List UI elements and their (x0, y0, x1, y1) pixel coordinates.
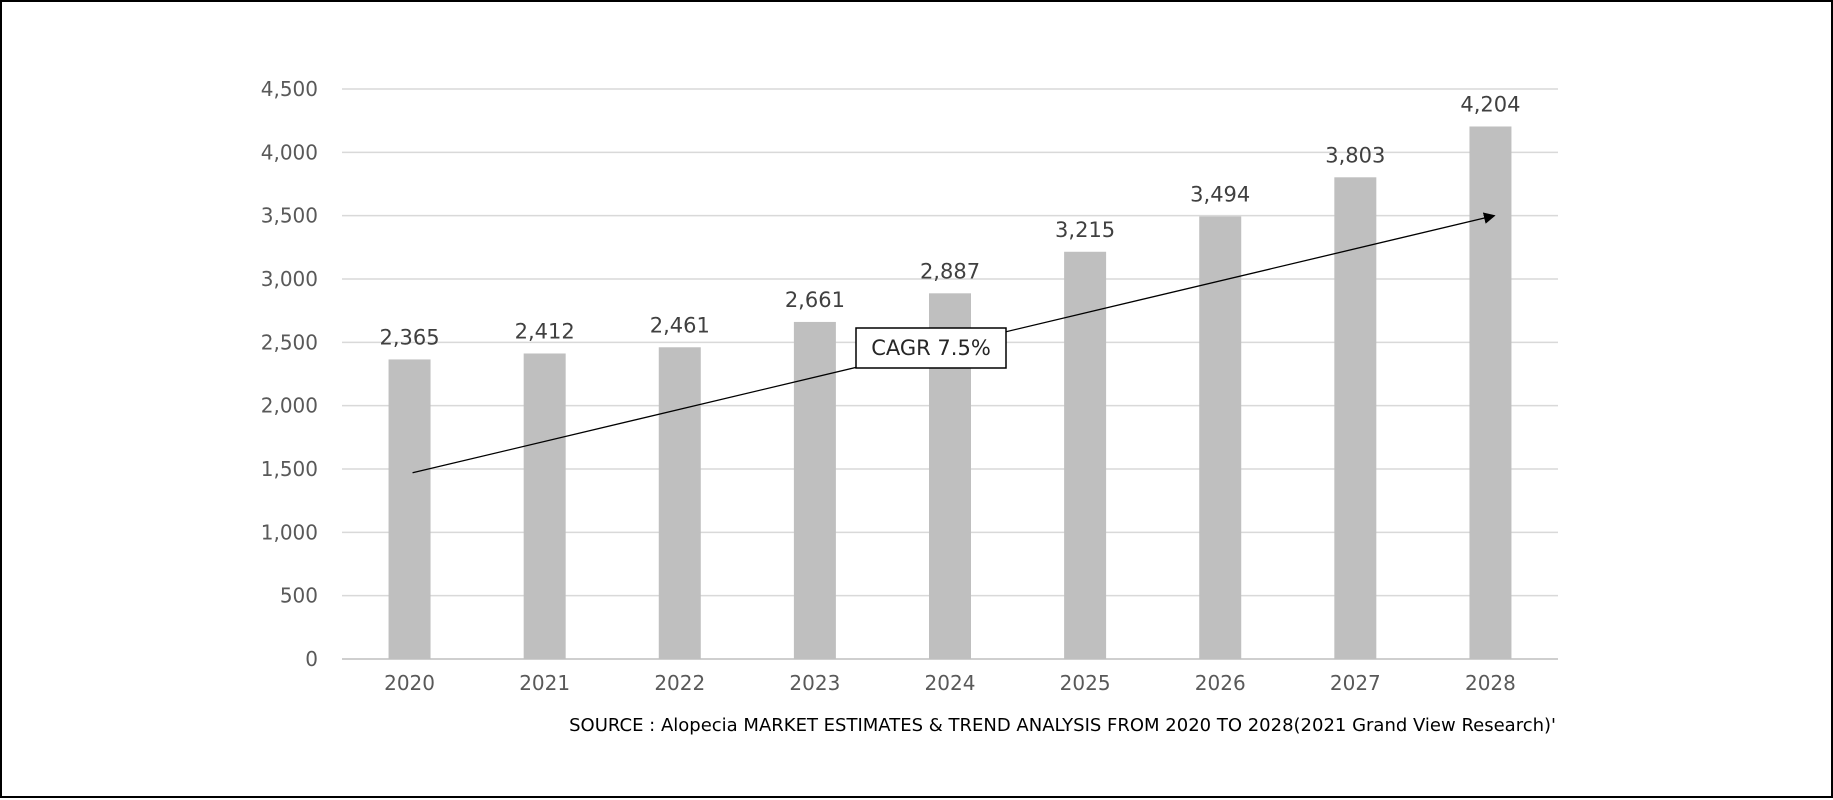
x-tick-label-2024: 2024 (925, 671, 976, 695)
x-tick-label-2021: 2021 (519, 671, 570, 695)
bar-2026 (1199, 216, 1242, 659)
y-tick-label: 2,000 (261, 394, 318, 418)
x-tick-label-2023: 2023 (789, 671, 840, 695)
data-labels: 2,365 2,412 2,461 2,661 2,887 3,215 3,494 3,803… (379, 92, 1520, 349)
data-label-2027: 3,803 (1325, 143, 1385, 167)
data-label-2028: 4,204 (1460, 92, 1520, 116)
data-label-2021: 2,412 (515, 319, 575, 343)
bars (388, 126, 1512, 659)
bar-2028 (1469, 126, 1512, 659)
cagr-label-box (855, 327, 1007, 369)
source-note: SOURCE : Alopecia MARKET ESTIMATES & TRE… (569, 715, 1556, 736)
bar-2021 (523, 353, 566, 659)
x-axis-ticks: 2020 2021 2022 2023 2024 2025 2026 2027 2028 (384, 671, 1516, 695)
data-label-2025: 3,215 (1055, 218, 1115, 242)
x-tick-label-2028: 2028 (1465, 671, 1516, 695)
x-tick-label-2022: 2022 (654, 671, 705, 695)
bar-2027 (1334, 177, 1377, 659)
data-label-2022: 2,461 (650, 313, 710, 337)
x-tick-label-2026: 2026 (1195, 671, 1246, 695)
bar-2025 (1064, 251, 1107, 659)
bar-2022 (658, 347, 701, 659)
y-tick-label: 3,500 (261, 204, 318, 228)
data-label-2020: 2,365 (379, 325, 439, 349)
bar-2020 (388, 359, 431, 659)
cagr-label: CAGR 7.5% (871, 336, 991, 360)
y-tick-label: 4,000 (261, 140, 318, 164)
y-tick-label: 1,000 (261, 520, 318, 544)
y-tick-label: 0 (305, 647, 318, 671)
x-tick-label-2020: 2020 (384, 671, 435, 695)
y-tick-label: 1,500 (261, 457, 318, 481)
x-tick-label-2027: 2027 (1330, 671, 1381, 695)
cagr-annotation: CAGR 7.5% (412, 212, 1496, 474)
x-tick-label-2025: 2025 (1060, 671, 1111, 695)
y-tick-label: 2,500 (261, 330, 318, 354)
data-label-2024: 2,887 (920, 259, 980, 283)
y-tick-label: 500 (280, 584, 318, 608)
y-axis-ticks: 0 500 1,000 1,500 2,000 2,500 3,000 3,500 4,000 4… (261, 77, 318, 671)
y-tick-label: 4,500 (261, 77, 318, 101)
data-label-2023: 2,661 (785, 288, 845, 312)
y-tick-label: 3,000 (261, 267, 318, 291)
data-label-2026: 3,494 (1190, 182, 1250, 206)
bar-2023 (793, 321, 836, 659)
